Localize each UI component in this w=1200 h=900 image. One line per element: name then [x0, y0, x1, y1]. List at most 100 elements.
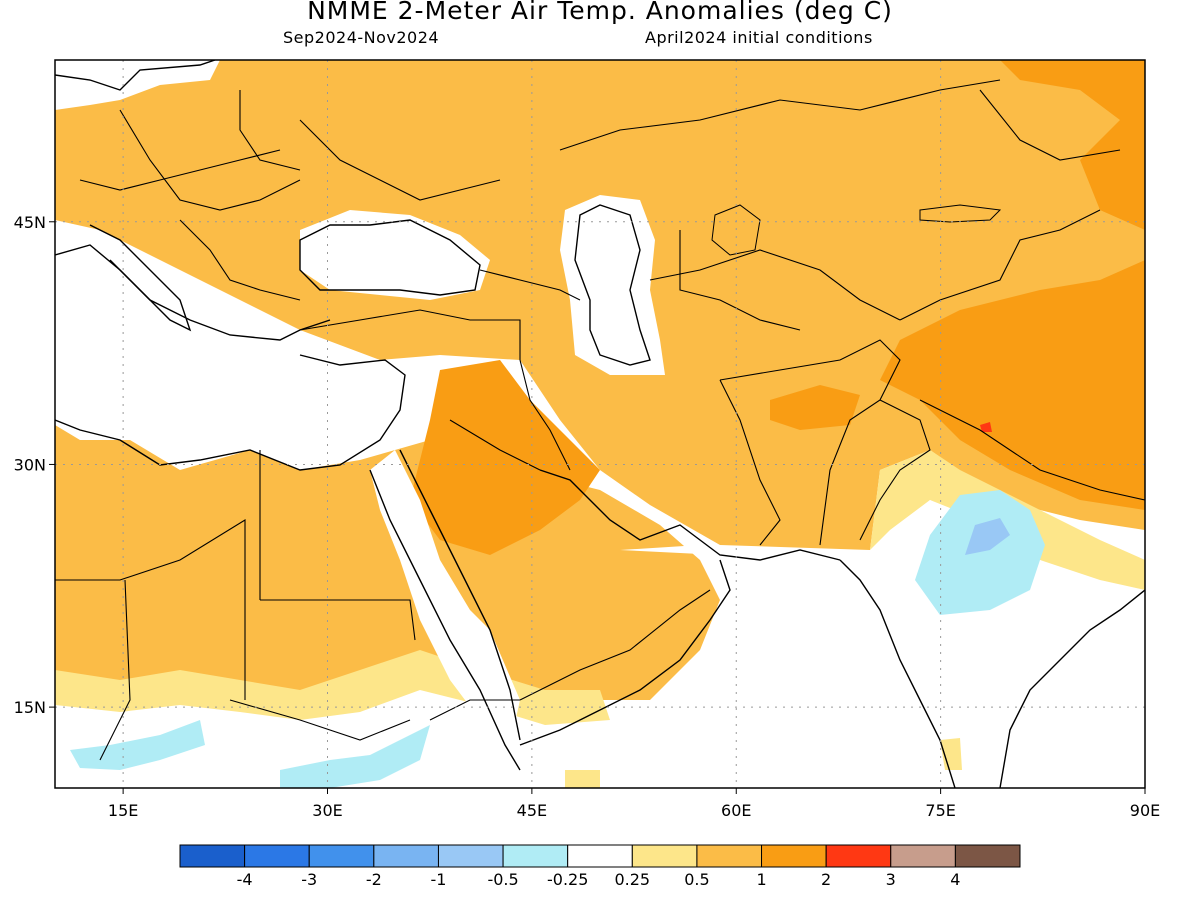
- colorbar-swatch: [825, 844, 892, 868]
- coastline-red-sea-west: [369, 469, 521, 771]
- border-turkey: [299, 309, 521, 360]
- border-iran-iraq: [519, 359, 571, 471]
- colorbar-label: 0.25: [614, 870, 650, 889]
- lon-tick-label: 90E: [1130, 801, 1160, 820]
- border-europe-2: [79, 149, 281, 191]
- coastline-italy: [89, 224, 192, 332]
- colorbar-swatch: [761, 844, 827, 868]
- lat-tick-label: 30N: [14, 455, 46, 474]
- border-ethiopia: [429, 699, 520, 721]
- colorbar-label: -3: [301, 870, 317, 889]
- coastline-india-west: [839, 559, 956, 788]
- coastline-mediterranean-north: [55, 244, 331, 341]
- border-mongolia: [979, 89, 1121, 161]
- border-kazakhstan-north: [559, 79, 1001, 151]
- colorbar-label: -4: [237, 870, 253, 889]
- border-saudi-north: [449, 419, 541, 471]
- anomaly-fields: [55, 60, 1145, 788]
- coastline-caspian: [574, 204, 651, 366]
- anomaly-gap-black-sea: [300, 210, 490, 300]
- colorbar-label: 1: [756, 870, 766, 889]
- colorbar-label: -1: [430, 870, 446, 889]
- border-sudan: [260, 599, 416, 641]
- lat-tick-label: 15N: [14, 698, 46, 717]
- anomaly-gap-red-sea: [370, 450, 520, 745]
- colorbar-swatch: [890, 844, 956, 868]
- border-pakistan-india: [859, 399, 931, 541]
- gridlines: [55, 60, 1145, 788]
- border-europe-1: [119, 109, 301, 211]
- anomaly-region-ethiopia-cool: [280, 725, 430, 788]
- border-russia-ukraine: [299, 119, 501, 201]
- colorbar-swatch: [567, 844, 633, 868]
- colorbar-swatch: [437, 844, 504, 868]
- anomaly-gap-nw-europe: [55, 60, 220, 110]
- map-plot-area: [55, 60, 1145, 788]
- lakes: [711, 204, 1002, 256]
- border-sahara: [55, 519, 246, 700]
- anomaly-gap-mediterranean: [55, 250, 410, 470]
- borders: [55, 79, 1145, 761]
- anomaly-region-india-cooler: [965, 518, 1010, 555]
- colorbar-label: -0.25: [547, 870, 588, 889]
- colorbar-swatch: [954, 844, 1021, 868]
- lon-tick-label: 75E: [925, 801, 955, 820]
- colorbar-label: 4: [950, 870, 960, 889]
- colorbar-label: 3: [886, 870, 896, 889]
- initial-conditions: April2024 initial conditions: [645, 28, 873, 47]
- border-chad: [99, 579, 131, 761]
- map-axes: 15E 30E 45E 60E 75E 90E 45N 30N 15N: [14, 213, 1161, 820]
- anomaly-region-tibet-warm: [880, 260, 1145, 510]
- border-balkans: [179, 219, 301, 301]
- anomaly-region-northeast-warm: [1000, 60, 1145, 230]
- colorbar-swatch: [179, 844, 246, 868]
- anomaly-region-tiny-red: [980, 422, 992, 432]
- forecast-period: Sep2024-Nov2024: [283, 28, 440, 47]
- map-title: NMME 2-Meter Air Temp. Anomalies (deg C): [307, 0, 893, 25]
- anomaly-gap-caspian: [560, 195, 665, 375]
- lake-balkhash: [919, 204, 1002, 223]
- colorbar-label: -0.5: [487, 870, 518, 889]
- lon-tick-label: 60E: [721, 801, 751, 820]
- anomaly-region-middle-east-warm: [410, 360, 600, 555]
- anomaly-region-india-cool: [915, 490, 1045, 615]
- map-frame: [54, 59, 1146, 789]
- anomaly-region-sudan-cool: [70, 720, 205, 770]
- coastline-arabia-south: [519, 559, 731, 746]
- colorbar-swatch: [373, 844, 439, 868]
- coastline-persian-gulf: [539, 469, 841, 561]
- colorbar-swatch: [502, 844, 569, 868]
- coastlines: [55, 60, 1145, 788]
- anomaly-region-afghanistan-warm: [770, 385, 860, 430]
- coastline-india-east: [999, 589, 1145, 788]
- border-kazakhstan-south: [649, 249, 901, 321]
- lon-tick-label: 15E: [108, 801, 138, 820]
- lake-aral: [711, 204, 761, 256]
- colorbar-swatch: [308, 844, 375, 868]
- colorbar-swatch: [696, 844, 763, 868]
- anomaly-region-yemen-light: [565, 770, 600, 788]
- lon-tick-label: 30E: [312, 801, 342, 820]
- colorbar-swatch: [244, 844, 310, 868]
- border-china-west: [899, 209, 1101, 321]
- coastline-north-sea: [55, 60, 216, 91]
- colorbar-label: 2: [821, 870, 831, 889]
- border-afghanistan: [719, 339, 901, 546]
- anomaly-region-south-india-light: [940, 738, 962, 770]
- colorbar-label: 0.5: [684, 870, 709, 889]
- border-saudi-south: [519, 589, 711, 701]
- border-europe-3: [239, 90, 301, 171]
- border-himalaya: [919, 399, 1145, 501]
- coastline-mediterranean-south: [55, 354, 406, 471]
- lon-tick-label: 45E: [517, 801, 547, 820]
- coastline-red-sea-east: [399, 449, 521, 741]
- colorbar-swatch: [631, 844, 698, 868]
- border-caucasus: [479, 269, 581, 301]
- colorbar-label: -2: [366, 870, 382, 889]
- colorbar: -4 -3 -2 -1 -0.5 -0.25 0.25 0.5 1 2 3 4: [179, 844, 1021, 889]
- border-uzbek: [679, 230, 801, 331]
- lat-tick-label: 45N: [14, 213, 46, 232]
- coastline-black-sea: [299, 219, 481, 296]
- border-iran-east: [719, 379, 781, 546]
